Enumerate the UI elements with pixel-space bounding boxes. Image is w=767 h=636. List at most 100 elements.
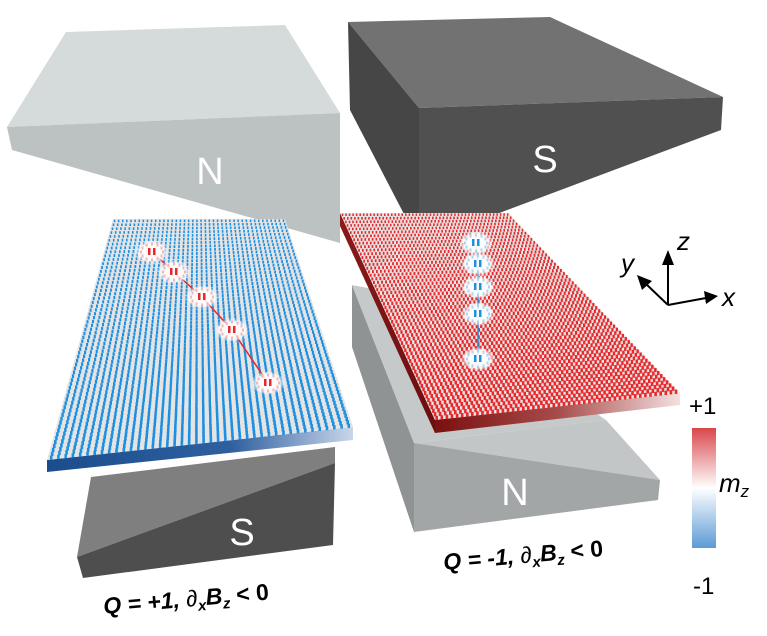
spin-arrow: [466, 219, 468, 223]
spin-arrow: [212, 330, 215, 334]
spin-arrow: [264, 361, 267, 366]
spin-arrow: [188, 411, 191, 416]
spin-arrow: [390, 230, 392, 234]
spin-arrow: [551, 309, 554, 313]
spin-arrow: [599, 315, 602, 320]
spin-arrow: [118, 295, 121, 299]
spin-arrow: [155, 400, 158, 405]
spin-arrow: [189, 371, 192, 376]
spin-arrow: [139, 423, 143, 428]
spin-arrow: [137, 438, 141, 443]
spin-arrow: [521, 311, 524, 315]
spin-arrow: [568, 278, 571, 282]
spin-arrow: [452, 229, 454, 233]
spin-arrow: [266, 281, 269, 285]
spin-arrow: [144, 290, 147, 294]
spin-arrow: [345, 416, 348, 422]
spin-arrow: [130, 219, 132, 223]
spin-arrow: [518, 360, 521, 365]
spin-arrow: [526, 263, 529, 267]
spin-arrow: [273, 246, 275, 250]
spin-arrow: [525, 349, 528, 353]
spin-arrow: [617, 334, 620, 338]
spin-arrow: [63, 405, 66, 410]
spin-arrow: [509, 267, 512, 271]
spin-arrow: [139, 294, 142, 298]
spin-arrow: [227, 375, 230, 380]
spin-arrow: [176, 383, 179, 388]
spin-arrow: [297, 397, 300, 402]
spin-arrow: [308, 385, 311, 390]
spin-arrow: [393, 316, 396, 320]
skyrmion-core-spin: [233, 326, 236, 333]
spin-arrow: [173, 442, 176, 447]
spin-arrow: [415, 332, 418, 337]
spin-arrow: [494, 299, 497, 303]
spin-arrow: [457, 213, 460, 216]
spin-arrow: [289, 335, 292, 339]
spin-arrow: [571, 281, 574, 285]
spin-arrow: [441, 229, 443, 233]
spin-arrow: [104, 254, 106, 258]
spin-arrow: [498, 292, 501, 296]
spin-arrow: [439, 352, 443, 357]
spin-arrow: [421, 354, 424, 359]
spin-arrow: [566, 284, 569, 289]
spin-arrow: [438, 316, 441, 321]
spin-arrow: [409, 272, 412, 276]
spin-arrow: [407, 240, 409, 244]
spin-arrow: [257, 377, 260, 381]
spin-arrow: [274, 431, 278, 436]
spin-arrow: [519, 280, 522, 284]
spin-arrow: [466, 394, 470, 399]
spin-arrow: [93, 361, 96, 365]
spin-arrow: [373, 248, 376, 252]
spin-arrow: [445, 305, 448, 309]
spin-arrow: [565, 362, 569, 367]
spin-arrow: [115, 404, 118, 408]
spin-arrow: [426, 353, 429, 358]
spin-arrow: [264, 411, 268, 416]
spin-arrow: [219, 255, 221, 258]
spin-arrow: [108, 445, 112, 450]
spin-arrow: [254, 302, 257, 306]
spin-arrow: [256, 404, 260, 409]
spin-arrow: [395, 227, 398, 230]
spin-arrow: [408, 293, 411, 297]
spin-arrow: [101, 379, 104, 384]
spin-arrow: [267, 284, 270, 288]
spin-arrow: [224, 265, 227, 269]
spin-arrow: [109, 441, 112, 446]
spin-arrow: [598, 309, 601, 313]
spin-arrow: [618, 340, 621, 345]
spin-arrow: [399, 247, 402, 251]
spin-arrow: [420, 372, 423, 377]
spin-arrow: [300, 276, 303, 280]
spin-arrow: [486, 373, 489, 378]
spin-arrow: [93, 387, 96, 392]
spin-arrow: [231, 286, 234, 290]
spin-arrow: [147, 357, 150, 361]
spin-arrow: [277, 364, 280, 368]
spin-arrow: [471, 382, 474, 387]
spin-arrow: [238, 300, 241, 304]
spin-arrow: [89, 331, 92, 335]
spin-arrow: [252, 289, 255, 293]
spin-arrow: [525, 310, 528, 315]
spin-arrow: [435, 302, 438, 306]
spin-arrow: [509, 346, 512, 351]
spin-arrow: [497, 235, 500, 239]
spin-arrow: [84, 373, 87, 377]
spin-arrow: [78, 422, 82, 427]
spin-arrow: [425, 317, 428, 322]
spin-arrow: [449, 370, 452, 374]
spin-arrow: [386, 266, 388, 269]
spin-arrow: [119, 291, 122, 295]
spin-arrow: [65, 450, 68, 455]
spin-arrow: [600, 373, 603, 378]
spin-arrow: [139, 372, 142, 377]
spin-arrow: [453, 388, 456, 393]
spin-arrow: [358, 241, 361, 245]
spin-arrow: [468, 213, 470, 216]
spin-arrow: [135, 283, 138, 287]
